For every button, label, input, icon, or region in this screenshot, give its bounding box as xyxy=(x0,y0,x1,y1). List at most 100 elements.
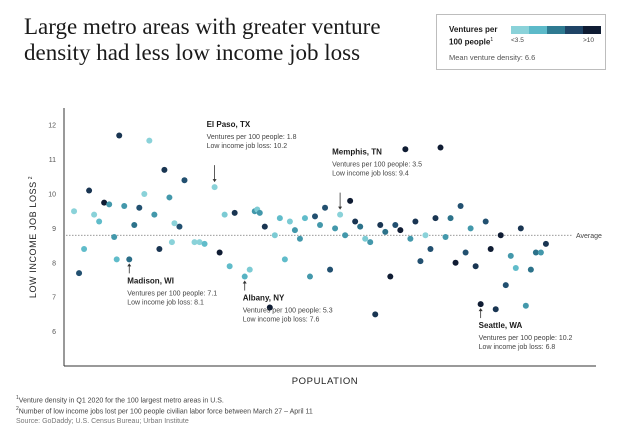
data-point xyxy=(176,223,183,230)
legend-swatch xyxy=(529,26,547,34)
legend-mean-label: Mean venture density: 6.6 xyxy=(449,53,536,62)
legend-swatch xyxy=(511,26,529,34)
data-point xyxy=(422,232,429,239)
data-point xyxy=(261,223,268,230)
data-point xyxy=(146,137,153,144)
data-point xyxy=(432,215,439,222)
data-point xyxy=(76,270,83,277)
y-tick-label: 11 xyxy=(49,157,56,164)
annotation-title: Albany, NY xyxy=(243,294,285,303)
legend-color-scale xyxy=(511,26,601,34)
data-point xyxy=(417,258,424,265)
data-point xyxy=(377,221,384,228)
annotation-line: Low income job loss: 6.8 xyxy=(479,344,556,351)
data-point xyxy=(342,232,349,239)
data-point xyxy=(196,239,203,246)
data-point xyxy=(312,213,318,220)
data-point xyxy=(136,204,143,211)
data-point xyxy=(332,225,339,232)
data-point xyxy=(181,177,188,184)
data-point xyxy=(452,259,459,266)
annotation-line: Ventures per 100 people: 5.3 xyxy=(243,308,333,315)
y-axis-label-sup: 2 xyxy=(28,176,34,179)
annotation-line: Ventures per 100 people: 10.2 xyxy=(479,335,573,342)
data-point xyxy=(121,203,128,210)
annotation-line: Ventures per 100 people: 1.8 xyxy=(207,134,297,141)
annotation-line: Low income job loss: 8.1 xyxy=(127,299,204,306)
data-point xyxy=(106,201,113,208)
data-point xyxy=(168,239,175,246)
annotation-arrowhead xyxy=(338,206,343,210)
data-point xyxy=(276,215,283,222)
data-point xyxy=(256,209,263,216)
footnote-1-sup: 1 xyxy=(16,395,19,401)
data-point xyxy=(537,249,544,256)
data-point xyxy=(457,203,464,210)
data-point xyxy=(527,266,534,273)
annotation-line: Ventures per 100 people: 3.5 xyxy=(332,162,422,169)
annotation-arrowhead xyxy=(242,280,247,284)
data-point xyxy=(532,249,539,256)
data-point xyxy=(477,301,484,308)
data-point xyxy=(502,282,509,289)
data-point xyxy=(482,218,489,225)
data-point xyxy=(301,215,308,222)
data-point xyxy=(522,302,529,309)
data-point xyxy=(352,218,359,225)
data-point xyxy=(347,197,354,204)
y-tick-label: 7 xyxy=(52,295,56,302)
legend-title-text: Ventures per 100 people xyxy=(449,25,498,47)
legend-title: Ventures per 100 people1 xyxy=(449,25,511,48)
data-point xyxy=(86,187,93,194)
data-point xyxy=(286,218,293,225)
data-point xyxy=(81,246,88,253)
data-point xyxy=(447,215,454,222)
data-point xyxy=(402,146,409,153)
data-point xyxy=(201,240,208,247)
y-axis-label: LOW INCOME JOB LOSS 2 xyxy=(28,176,38,298)
data-point xyxy=(226,263,233,270)
data-point xyxy=(216,249,223,256)
data-point xyxy=(296,235,303,242)
data-point xyxy=(392,221,399,228)
annotation-title: El Paso, TX xyxy=(207,120,251,129)
annotation-arrowhead xyxy=(478,308,483,312)
data-point xyxy=(231,209,238,216)
data-point xyxy=(492,306,499,313)
data-point xyxy=(101,199,108,206)
legend-swatch xyxy=(565,26,583,34)
data-point xyxy=(221,211,228,218)
data-point xyxy=(241,273,248,280)
data-point xyxy=(367,239,374,246)
data-point xyxy=(337,211,344,218)
legend-swatch xyxy=(583,26,601,34)
data-point xyxy=(246,266,253,273)
source-note: Source: GoDaddy; U.S. Census Bureau; Urb… xyxy=(16,417,189,425)
data-point xyxy=(291,227,298,234)
data-point xyxy=(111,234,118,240)
annotation-line: Low income job loss: 9.4 xyxy=(332,171,409,178)
data-point xyxy=(151,211,158,218)
annotation-title: Memphis, TN xyxy=(332,148,382,157)
data-point xyxy=(467,225,474,232)
data-point xyxy=(71,208,78,215)
annotation-title: Madison, WI xyxy=(127,276,174,285)
data-point xyxy=(427,246,434,253)
color-legend: Ventures per 100 people1 <3.5 >10 Mean v… xyxy=(436,14,606,70)
y-tick-label: 6 xyxy=(52,329,56,336)
data-point xyxy=(407,235,414,242)
data-point xyxy=(512,264,519,271)
data-point xyxy=(327,266,334,273)
legend-swatch xyxy=(547,26,565,34)
legend-title-sup: 1 xyxy=(490,37,494,43)
footnote-1-text: Venture density in Q1 2020 for the 100 l… xyxy=(18,397,224,405)
data-point xyxy=(517,225,524,232)
data-point xyxy=(497,232,504,239)
footnotes: 1Venture density in Q1 2020 for the 100 … xyxy=(16,394,313,426)
data-point xyxy=(141,191,148,197)
annotation-line: Low income job loss: 7.6 xyxy=(243,317,320,324)
data-point xyxy=(412,218,419,225)
data-point xyxy=(362,235,369,242)
data-point xyxy=(372,311,379,318)
